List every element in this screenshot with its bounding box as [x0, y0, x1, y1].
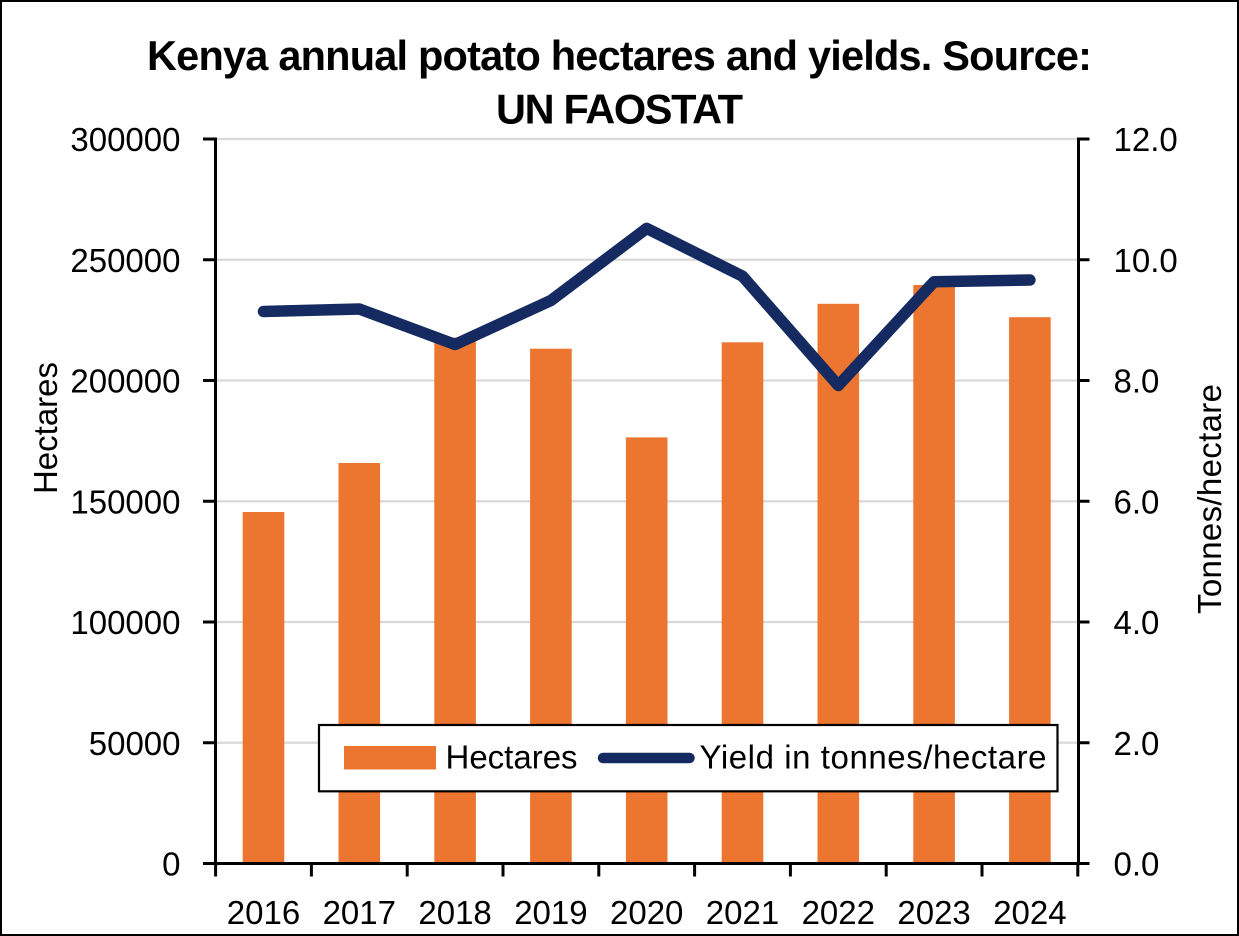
svg-text:2020: 2020: [610, 894, 683, 931]
svg-text:Hectares: Hectares: [446, 739, 578, 776]
svg-text:2019: 2019: [514, 894, 587, 931]
svg-text:UN FAOSTAT: UN FAOSTAT: [496, 85, 743, 132]
svg-text:2016: 2016: [227, 894, 300, 931]
svg-text:300000: 300000: [70, 121, 180, 158]
svg-text:4.0: 4.0: [1114, 604, 1160, 641]
svg-text:2022: 2022: [802, 894, 875, 931]
svg-text:50000: 50000: [89, 725, 181, 762]
svg-text:2017: 2017: [323, 894, 396, 931]
svg-text:10.0: 10.0: [1114, 242, 1178, 279]
svg-text:Hectares: Hectares: [27, 362, 64, 494]
svg-text:2024: 2024: [993, 894, 1066, 931]
svg-text:0: 0: [162, 846, 180, 883]
svg-text:0.0: 0.0: [1114, 846, 1160, 883]
svg-text:Yield in tonnes/hectare: Yield in tonnes/hectare: [700, 739, 1047, 776]
svg-text:6.0: 6.0: [1114, 483, 1160, 520]
svg-text:250000: 250000: [70, 242, 180, 279]
svg-text:150000: 150000: [70, 483, 180, 520]
svg-text:2018: 2018: [418, 894, 491, 931]
svg-text:Kenya annual potato hectares a: Kenya annual potato hectares and yields.…: [147, 32, 1092, 79]
svg-text:200000: 200000: [70, 363, 180, 400]
svg-text:2.0: 2.0: [1114, 725, 1160, 762]
svg-text:2023: 2023: [897, 894, 970, 931]
svg-text:100000: 100000: [70, 604, 180, 641]
svg-text:Tonnes/hectare: Tonnes/hectare: [1191, 384, 1228, 614]
svg-text:12.0: 12.0: [1114, 121, 1178, 158]
svg-text:8.0: 8.0: [1114, 363, 1160, 400]
svg-text:2021: 2021: [706, 894, 779, 931]
